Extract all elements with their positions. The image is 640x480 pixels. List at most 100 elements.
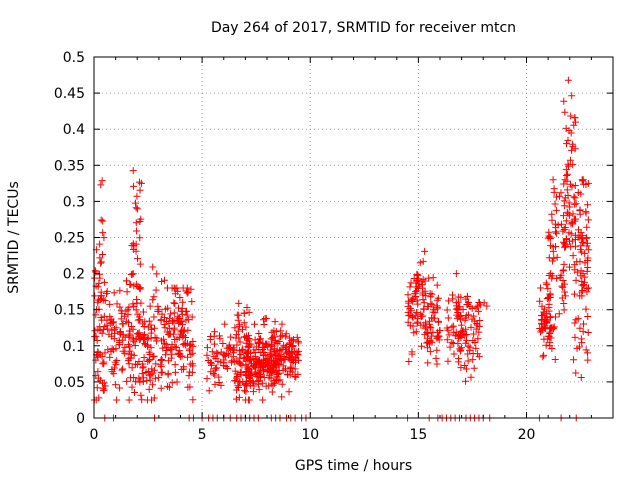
data-point	[457, 344, 465, 352]
data-point	[238, 361, 246, 369]
data-point	[404, 318, 412, 326]
data-point	[546, 338, 554, 346]
data-point	[576, 343, 584, 351]
data-point	[281, 356, 289, 364]
data-point	[150, 366, 158, 374]
data-point	[413, 309, 421, 317]
data-point	[174, 313, 182, 321]
data-point	[431, 309, 439, 317]
data-point	[568, 146, 576, 154]
y-tick-label: 0.15	[54, 303, 85, 319]
data-point	[136, 260, 144, 268]
data-point	[584, 179, 592, 187]
data-point	[101, 278, 109, 286]
data-point	[408, 350, 416, 358]
data-point	[411, 312, 419, 320]
data-point	[569, 220, 577, 228]
data-point	[183, 339, 191, 347]
data-point	[248, 360, 255, 368]
data-point	[567, 129, 575, 137]
data-point	[577, 246, 585, 254]
data-point	[457, 331, 465, 339]
data-point	[577, 335, 585, 343]
data-point	[406, 322, 414, 330]
data-point	[176, 293, 184, 301]
data-point	[570, 356, 578, 364]
data-point	[207, 368, 215, 376]
data-point	[450, 350, 458, 358]
data-point	[101, 382, 109, 390]
data-point	[421, 287, 429, 295]
data-point	[254, 378, 262, 386]
data-point	[585, 246, 593, 254]
data-point	[111, 329, 119, 337]
data-point	[97, 258, 105, 266]
data-point	[203, 375, 211, 383]
data-point	[433, 305, 441, 313]
data-point	[134, 316, 142, 324]
data-point	[104, 346, 112, 354]
data-point	[158, 310, 166, 318]
data-point	[545, 232, 553, 240]
data-point	[233, 331, 241, 339]
data-point	[239, 345, 247, 353]
data-point	[244, 396, 252, 404]
data-point	[551, 313, 559, 321]
data-point	[174, 287, 182, 295]
data-point	[407, 279, 415, 287]
data-point	[136, 186, 144, 194]
data-point	[552, 193, 560, 201]
data-point	[572, 369, 580, 377]
data-point	[428, 314, 436, 322]
data-point	[271, 318, 279, 326]
data-point	[560, 260, 568, 268]
data-point	[444, 357, 452, 365]
data-point	[404, 291, 412, 299]
data-point	[435, 317, 443, 325]
data-point	[584, 201, 592, 209]
data-point	[229, 352, 237, 360]
x-tick-label: 15	[409, 427, 427, 443]
data-point	[421, 277, 429, 285]
data-point	[543, 281, 551, 289]
data-point	[260, 349, 268, 357]
data-point	[92, 268, 100, 276]
data-point	[556, 273, 564, 281]
data-point	[128, 383, 136, 391]
data-point	[580, 282, 588, 290]
data-point	[469, 356, 477, 364]
y-tick-label: 0.35	[54, 158, 85, 174]
data-point	[464, 298, 472, 306]
data-point	[232, 374, 240, 382]
data-point	[220, 356, 228, 364]
y-tick-label: 0.5	[63, 50, 85, 66]
data-point	[572, 200, 580, 208]
data-point	[268, 335, 276, 343]
data-point	[580, 320, 588, 328]
data-point	[99, 217, 107, 225]
data-point	[424, 359, 432, 367]
data-point	[277, 354, 285, 362]
data-point	[584, 264, 592, 271]
data-point	[185, 372, 193, 380]
data-point	[255, 358, 263, 366]
data-point	[175, 319, 183, 327]
data-point	[408, 296, 416, 304]
data-point	[164, 371, 172, 379]
data-point	[472, 304, 480, 312]
data-point	[564, 170, 572, 178]
data-point	[538, 326, 546, 334]
data-point	[102, 290, 110, 298]
data-point	[188, 298, 196, 306]
data-point	[157, 316, 165, 324]
data-point	[138, 370, 146, 378]
data-point	[584, 356, 592, 364]
data-point	[278, 380, 286, 388]
data-point	[571, 215, 579, 223]
data-point	[205, 387, 213, 395]
data-point	[555, 192, 563, 200]
data-point	[235, 322, 243, 330]
data-point	[419, 291, 427, 299]
data-point	[145, 385, 153, 393]
data-point	[469, 337, 477, 345]
